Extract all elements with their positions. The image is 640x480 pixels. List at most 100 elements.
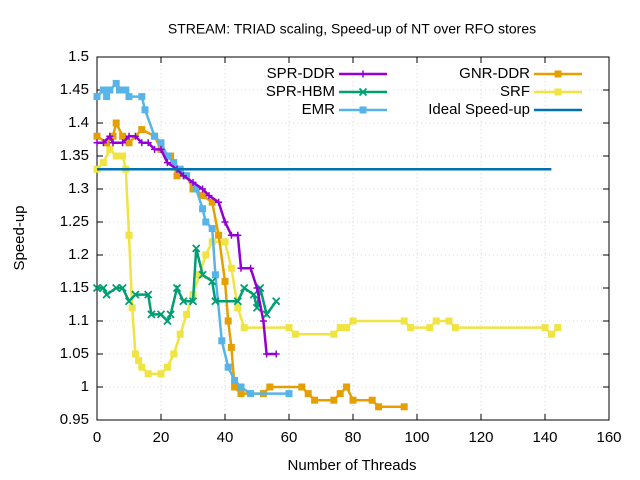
point	[285, 390, 293, 398]
point	[147, 310, 156, 319]
point	[128, 304, 136, 312]
point	[215, 231, 223, 239]
point	[106, 86, 114, 94]
point	[227, 264, 235, 272]
point	[445, 317, 453, 325]
y-tick-label: 0.95	[60, 411, 89, 428]
x-axis-label: Number of Threads	[288, 457, 417, 474]
point	[237, 390, 245, 398]
point	[144, 370, 152, 378]
point	[176, 330, 184, 338]
point	[119, 139, 127, 147]
y-axis-label: Speed-up	[11, 205, 28, 270]
point	[368, 396, 376, 404]
point	[124, 297, 134, 306]
point	[99, 86, 107, 94]
point	[192, 244, 201, 253]
point	[253, 284, 261, 292]
x-tick-label: 0	[93, 429, 101, 446]
point	[291, 330, 299, 338]
point	[125, 231, 133, 239]
legend-label: SPR-DDR	[267, 65, 336, 82]
point	[400, 317, 408, 325]
point	[426, 324, 434, 332]
point	[170, 350, 178, 358]
point	[227, 231, 235, 239]
x-tick-label: 140	[532, 429, 557, 446]
y-tick-label: 1.1	[68, 312, 89, 329]
point	[135, 357, 143, 365]
legend-marker	[554, 88, 562, 96]
point	[192, 185, 200, 193]
point	[221, 277, 229, 285]
point	[541, 324, 549, 332]
plot-frame	[96, 56, 610, 421]
x-tick-label: 160	[596, 429, 621, 446]
point	[179, 297, 188, 306]
point	[112, 283, 121, 293]
point	[237, 383, 245, 391]
point	[172, 283, 182, 293]
point	[122, 86, 130, 94]
point	[103, 93, 111, 101]
point	[170, 159, 178, 167]
y-tick-label: 1.45	[60, 81, 89, 98]
point	[131, 350, 139, 358]
point	[407, 324, 415, 332]
point	[240, 324, 248, 332]
y-tick-label: 1.4	[68, 114, 89, 131]
point	[336, 324, 344, 332]
point	[199, 185, 207, 193]
legend-label: SRF	[500, 83, 530, 100]
x-tick-label: 40	[217, 429, 234, 446]
point	[432, 317, 440, 325]
point	[199, 192, 207, 200]
point	[112, 79, 120, 87]
point	[115, 86, 123, 94]
point	[240, 283, 249, 293]
point	[131, 290, 140, 299]
point	[202, 218, 210, 226]
point	[211, 297, 220, 306]
point	[234, 304, 242, 312]
point	[349, 317, 357, 325]
point	[157, 370, 165, 378]
point	[109, 139, 117, 147]
point	[195, 271, 203, 279]
point	[125, 139, 133, 147]
point	[247, 264, 255, 272]
point	[554, 324, 562, 332]
point	[131, 132, 139, 140]
point	[144, 290, 153, 299]
point	[138, 363, 146, 371]
point	[343, 383, 351, 391]
point	[118, 283, 127, 293]
point	[221, 238, 229, 246]
legend-label: GNR-DDR	[459, 65, 530, 82]
x-tick-label: 120	[468, 429, 493, 446]
point	[233, 297, 242, 306]
point	[336, 390, 344, 398]
point	[125, 132, 133, 140]
point	[221, 218, 229, 226]
point	[99, 159, 107, 167]
legend-marker	[359, 106, 367, 114]
point	[330, 330, 338, 338]
y-tick-label: 1.3	[68, 180, 89, 197]
point	[211, 271, 219, 279]
point	[173, 172, 181, 180]
point	[224, 317, 232, 325]
point	[263, 350, 271, 358]
point	[198, 270, 207, 279]
legend-marker	[554, 70, 562, 78]
legend-label: SPR-HBM	[266, 83, 335, 100]
series-line	[96, 147, 559, 376]
y-tick-label: 1.5	[68, 48, 89, 65]
point	[218, 337, 226, 345]
point	[547, 330, 555, 338]
point	[163, 152, 171, 160]
point	[343, 324, 351, 332]
point	[400, 403, 408, 411]
y-tick-label: 1.2	[68, 246, 89, 263]
point	[93, 93, 101, 101]
